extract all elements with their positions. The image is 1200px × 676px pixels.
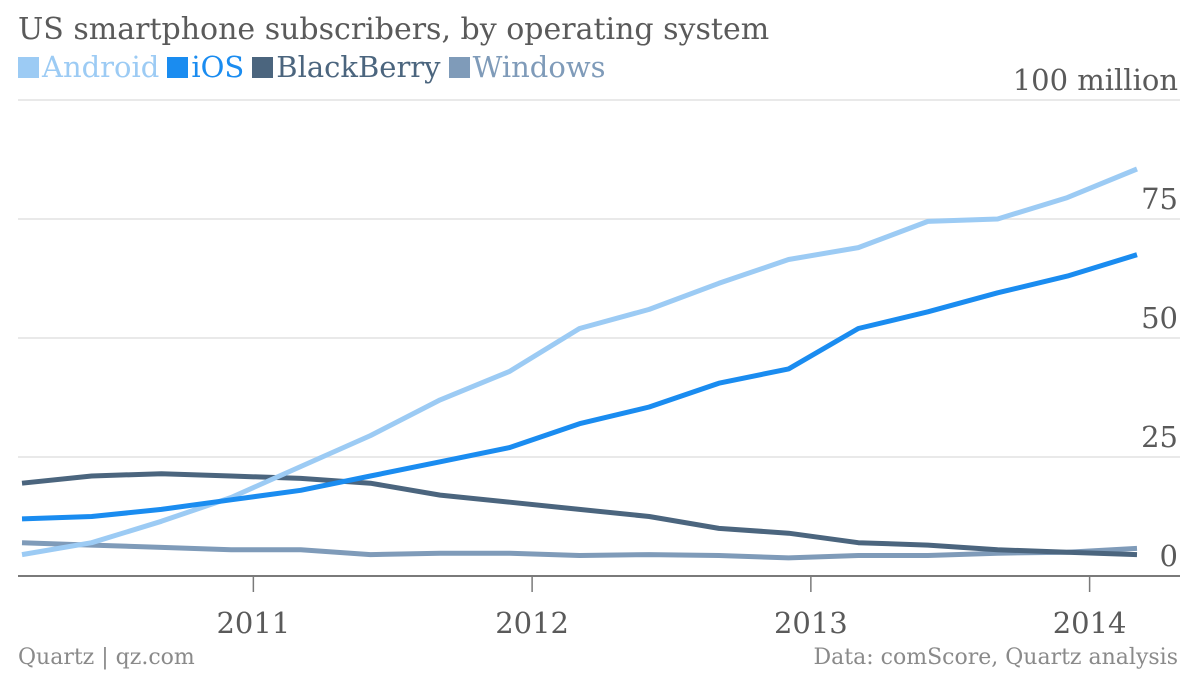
series-line-ios [21,252,1138,522]
y-tick-label: 0 [1160,539,1178,573]
legend-label-blackberry: BlackBerry [276,50,441,84]
legend-item-blackberry: BlackBerry [252,50,441,84]
y-tick-label: 100 million [1013,63,1178,97]
footer-source-left: Quartz | qz.com [18,645,195,670]
y-tick-label: 75 [1141,182,1178,216]
x-tick-label: 2011 [216,606,290,640]
chart-legend: Android iOS BlackBerry Windows [18,50,614,84]
legend-label-android: Android [42,50,160,84]
series-line-android [21,166,1138,558]
legend-item-ios: iOS [167,50,244,84]
legend-item-android: Android [18,50,159,84]
footer-source-right: Data: comScore, Quartz analysis [813,645,1178,670]
legend-label-windows: Windows [472,50,606,84]
x-tick-label: 2013 [774,606,848,640]
series-line-windows [21,540,1138,561]
legend-swatch-windows [448,56,470,78]
legend-item-windows: Windows [448,50,606,84]
x-tick-label: 2014 [1053,606,1127,640]
y-tick-label: 25 [1141,420,1178,454]
legend-swatch-android [18,56,39,78]
legend-label-ios: iOS [191,50,245,84]
series-line-blackberry [21,471,1138,558]
legend-swatch-ios [167,56,189,78]
legend-swatch-blackberry [252,56,274,78]
chart-title: US smartphone subscribers, by operating … [18,12,770,47]
x-tick-label: 2012 [495,606,569,640]
y-tick-label: 50 [1141,301,1178,335]
